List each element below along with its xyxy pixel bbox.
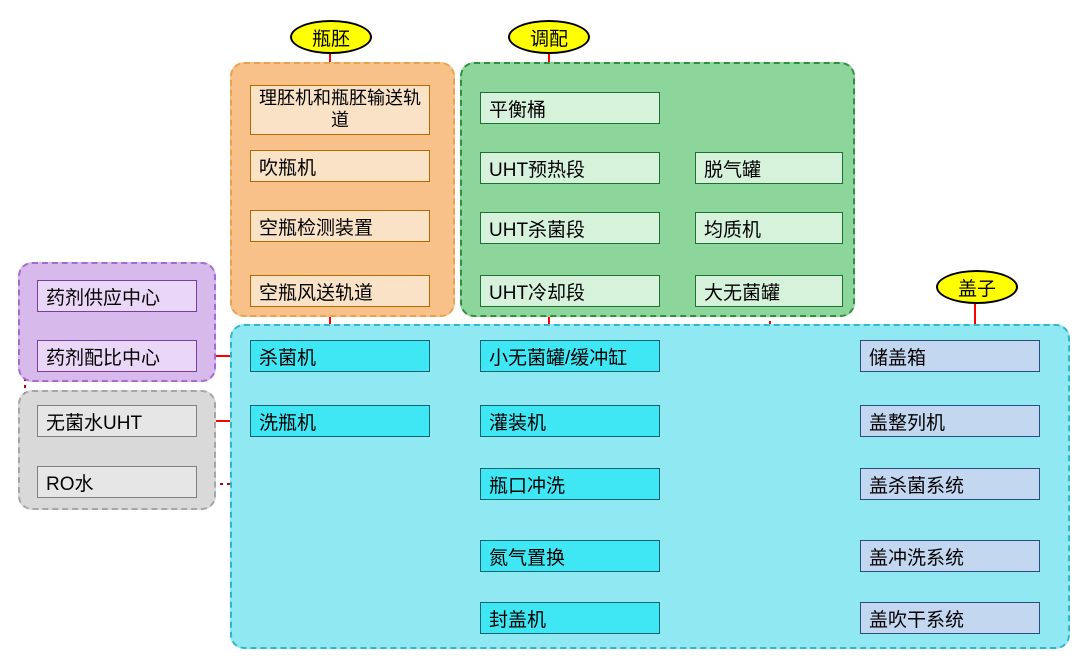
n15-label: RO水 [46,469,94,496]
n17: 洗瓶机 [250,405,430,437]
n2: 吹瓶机 [250,150,430,182]
n21: 氮气置换 [480,540,660,572]
n25: 盖杀菌系统 [860,468,1040,500]
n5-label: 平衡桶 [489,95,546,122]
start-pingpei: 瓶胚 [290,20,372,54]
n6-label: UHT预热段 [489,155,585,182]
n9-label: 脱气罐 [704,155,761,182]
n7: UHT杀菌段 [480,212,660,244]
n14: 无菌水UHT [37,405,197,437]
n9: 脱气罐 [695,152,843,184]
n23-label: 储盖箱 [869,343,926,370]
n22-label: 封盖机 [489,605,546,632]
n4: 空瓶风送轨道 [250,275,430,307]
n22: 封盖机 [480,602,660,634]
n23: 储盖箱 [860,340,1040,372]
n11-label: 大无菌罐 [704,278,780,305]
n16: 杀菌机 [250,340,430,372]
n27: 盖吹干系统 [860,602,1040,634]
n10-label: 均质机 [704,215,761,242]
n11: 大无菌罐 [695,275,843,307]
n8-label: UHT冷却段 [489,278,585,305]
n20: 瓶口冲洗 [480,468,660,500]
n13: 药剂配比中心 [37,340,197,372]
n14-label: 无菌水UHT [46,408,142,435]
start-tiaopei: 调配 [508,20,590,54]
n15: RO水 [37,466,197,498]
n16-label: 杀菌机 [259,343,316,370]
start-pingpei-label: 瓶胚 [312,24,350,51]
n7-label: UHT杀菌段 [489,215,585,242]
n18-label: 小无菌罐/缓冲缸 [489,343,627,370]
n25-label: 盖杀菌系统 [869,471,964,498]
n2-label: 吹瓶机 [259,153,316,180]
n3-label: 空瓶检测装置 [259,213,373,240]
n1-label: 理胚机和瓶胚输送轨道 [259,88,421,131]
n1: 理胚机和瓶胚输送轨道 [250,85,430,135]
n18: 小无菌罐/缓冲缸 [480,340,660,372]
n13-label: 药剂配比中心 [46,343,160,370]
n19-label: 灌装机 [489,408,546,435]
n24: 盖整列机 [860,405,1040,437]
n12: 药剂供应中心 [37,280,197,312]
start-gaizi-label: 盖子 [958,274,996,301]
n26-label: 盖冲洗系统 [869,543,964,570]
n24-label: 盖整列机 [869,408,945,435]
n20-label: 瓶口冲洗 [489,471,565,498]
n4-label: 空瓶风送轨道 [259,278,373,305]
n26: 盖冲洗系统 [860,540,1040,572]
n12-label: 药剂供应中心 [46,283,160,310]
n5: 平衡桶 [480,92,660,124]
n10: 均质机 [695,212,843,244]
start-tiaopei-label: 调配 [530,24,568,51]
n19: 灌装机 [480,405,660,437]
n27-label: 盖吹干系统 [869,605,964,632]
n3: 空瓶检测装置 [250,210,430,242]
n6: UHT预热段 [480,152,660,184]
start-gaizi: 盖子 [936,270,1018,304]
n17-label: 洗瓶机 [259,408,316,435]
n8: UHT冷却段 [480,275,660,307]
n21-label: 氮气置换 [489,543,565,570]
